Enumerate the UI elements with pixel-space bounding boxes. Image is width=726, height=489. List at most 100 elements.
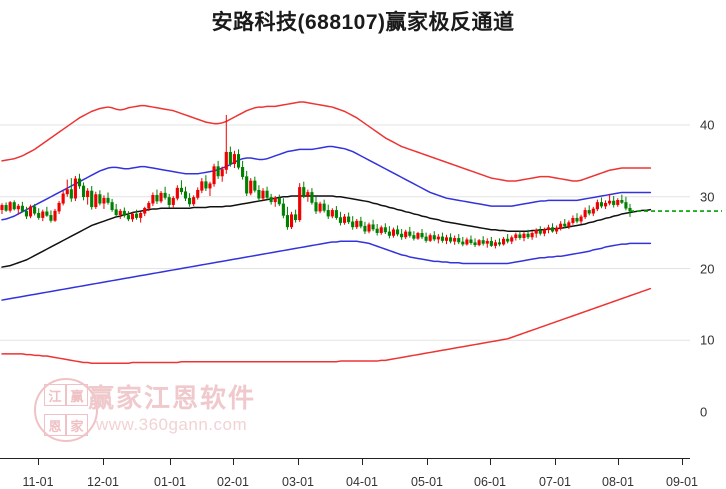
x-axis-tick bbox=[103, 458, 104, 465]
candle-body bbox=[616, 200, 620, 205]
x-axis-label: 11-01 bbox=[22, 475, 54, 489]
candle-body bbox=[236, 154, 241, 168]
candle-body bbox=[192, 197, 196, 205]
candle-body bbox=[179, 187, 183, 193]
x-axis-tick bbox=[618, 458, 619, 465]
x-axis-label: 02-01 bbox=[217, 475, 249, 489]
seal-char: 恩 bbox=[44, 414, 66, 436]
candle-body bbox=[196, 189, 200, 198]
candle-body bbox=[579, 216, 583, 222]
candle-body bbox=[257, 189, 261, 199]
candle-body bbox=[347, 216, 351, 223]
x-axis-label: 08-01 bbox=[602, 475, 634, 489]
candle-body bbox=[420, 233, 424, 238]
candle-body bbox=[220, 169, 224, 177]
x-axis-tick bbox=[555, 458, 556, 465]
candle-body bbox=[0, 205, 4, 210]
candle-body bbox=[110, 202, 114, 210]
candle-body bbox=[183, 191, 188, 199]
candle-body bbox=[310, 192, 314, 203]
candle-body bbox=[212, 166, 216, 185]
candle-body bbox=[461, 241, 465, 245]
candle-body bbox=[253, 180, 257, 191]
candle-body bbox=[334, 210, 338, 218]
candle-body bbox=[526, 233, 530, 238]
candle-body bbox=[371, 224, 375, 230]
candle-body bbox=[351, 221, 355, 228]
candle-body bbox=[522, 233, 526, 238]
candle-body bbox=[363, 225, 367, 232]
candle-body bbox=[86, 190, 90, 198]
candle-body bbox=[57, 202, 61, 212]
candle-body bbox=[383, 227, 387, 233]
candle-body bbox=[228, 151, 232, 165]
candle-body bbox=[367, 224, 371, 232]
candle-body bbox=[489, 240, 493, 246]
watermark-url: www.360gann.com bbox=[96, 415, 248, 434]
candle-body bbox=[294, 214, 298, 221]
candle-body bbox=[4, 205, 8, 211]
candle-body bbox=[126, 215, 130, 220]
y-axis-label: 40 bbox=[700, 117, 715, 133]
candle-body bbox=[114, 209, 118, 215]
x-axis-label: 12-01 bbox=[87, 475, 119, 489]
candle-body bbox=[624, 202, 628, 209]
candle-body bbox=[326, 210, 330, 217]
candle-body bbox=[322, 203, 326, 211]
plot-area[interactable]: 0 10 20 30 40 11-01 12-01 01-01 02-01 03-01 04-01… bbox=[0, 46, 726, 489]
y-axis-label: 30 bbox=[700, 189, 715, 205]
candle-body bbox=[147, 202, 151, 209]
candle-body bbox=[151, 195, 155, 204]
candle-body bbox=[408, 231, 412, 236]
candle-body bbox=[432, 235, 436, 240]
candle-body bbox=[61, 193, 65, 204]
candle-body bbox=[175, 187, 179, 199]
candle-body bbox=[204, 181, 208, 189]
candle-body bbox=[534, 230, 538, 234]
candle-body bbox=[265, 190, 269, 198]
x-axis-tick bbox=[490, 458, 491, 465]
outer-upper-band bbox=[1, 101, 652, 182]
candle-body bbox=[49, 215, 53, 221]
candle-body bbox=[453, 238, 457, 242]
candle-body bbox=[481, 240, 485, 244]
candle-body bbox=[591, 208, 595, 214]
candle-body bbox=[465, 239, 469, 245]
candle-body bbox=[269, 197, 273, 203]
candle-body bbox=[245, 176, 249, 194]
candle-body bbox=[436, 236, 440, 240]
candle-body bbox=[338, 217, 343, 223]
candle-body bbox=[69, 189, 73, 199]
candle-body bbox=[167, 197, 171, 205]
candle-body bbox=[81, 185, 86, 198]
candle-body bbox=[53, 210, 57, 221]
candle-body bbox=[298, 187, 302, 221]
candle-body bbox=[493, 242, 497, 246]
candle-body bbox=[400, 233, 404, 238]
candle-body bbox=[277, 197, 281, 205]
candle-body bbox=[412, 235, 416, 239]
candle-body bbox=[106, 197, 110, 203]
x-axis-tick bbox=[427, 458, 428, 465]
candle-body bbox=[514, 234, 518, 238]
candle-body bbox=[469, 239, 473, 243]
candle-body bbox=[289, 214, 294, 228]
candle-body bbox=[163, 192, 167, 198]
candle-body bbox=[135, 213, 139, 218]
candle-body bbox=[404, 231, 408, 238]
candle-body bbox=[395, 229, 400, 235]
x-axis-label: 06-01 bbox=[474, 475, 506, 489]
candle-body bbox=[102, 197, 106, 204]
candle-body bbox=[603, 202, 608, 207]
candle-body bbox=[98, 194, 102, 204]
candle-body bbox=[449, 237, 453, 242]
candle-body bbox=[41, 211, 45, 218]
x-axis-label: 01-01 bbox=[154, 475, 186, 489]
page-title: 安路科技(688107)赢家极反通道 bbox=[211, 11, 515, 34]
candle-body bbox=[608, 200, 612, 204]
candle-body bbox=[200, 181, 204, 191]
candle-body bbox=[281, 203, 285, 216]
candle-body bbox=[440, 236, 444, 241]
candle-body bbox=[37, 212, 41, 218]
candle-body bbox=[583, 210, 587, 218]
